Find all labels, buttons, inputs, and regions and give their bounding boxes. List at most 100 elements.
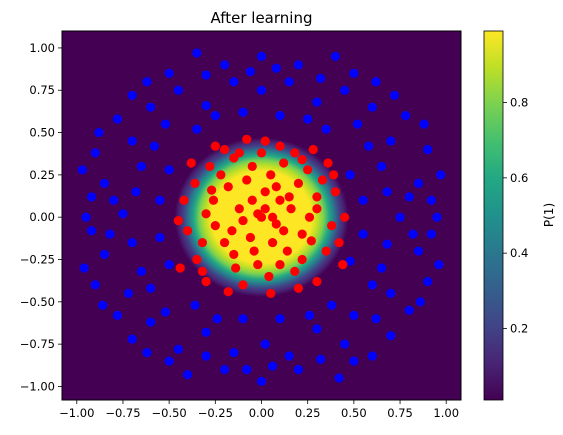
data-point — [256, 85, 267, 95]
data-point — [260, 136, 270, 146]
data-point — [323, 158, 333, 168]
data-point — [219, 237, 230, 248]
data-point — [164, 68, 174, 78]
data-point — [94, 127, 104, 138]
data-point — [190, 300, 200, 310]
data-point — [340, 212, 350, 222]
data-point — [279, 226, 289, 236]
data-point — [286, 204, 296, 214]
y-tick-label: 0.00 — [29, 210, 55, 224]
data-point — [127, 90, 137, 100]
data-point — [210, 111, 220, 121]
data-point — [308, 144, 318, 155]
data-point — [190, 178, 200, 188]
data-point — [247, 195, 257, 205]
data-point — [160, 307, 171, 317]
data-point — [275, 111, 285, 121]
data-point — [264, 271, 274, 282]
data-point — [382, 187, 392, 197]
data-point — [131, 187, 141, 197]
data-point — [79, 263, 89, 273]
data-point — [146, 317, 156, 327]
data-point — [364, 141, 374, 151]
data-point — [267, 361, 278, 371]
data-point — [253, 259, 263, 270]
data-point — [312, 276, 322, 287]
data-point — [400, 111, 411, 121]
data-point — [376, 263, 387, 273]
y-tick-label: −0.25 — [20, 253, 55, 267]
data-point — [201, 327, 211, 337]
data-point — [340, 85, 350, 95]
data-point — [395, 212, 405, 222]
data-point — [179, 195, 189, 205]
data-point — [197, 266, 207, 276]
data-point — [266, 170, 276, 180]
data-point — [234, 148, 244, 158]
data-point — [123, 288, 134, 298]
data-point — [201, 351, 211, 361]
data-point — [312, 324, 322, 334]
data-point — [327, 300, 337, 310]
data-point — [155, 232, 165, 243]
x-axis: −1.00 −0.75 −0.50 −0.25 0.00 0.25 0.50 0.75 1.00 — [59, 400, 459, 420]
data-point — [297, 155, 307, 165]
data-point — [229, 348, 239, 358]
data-point — [234, 204, 244, 214]
data-point — [238, 280, 248, 290]
data-point — [142, 77, 152, 87]
data-point — [183, 226, 193, 236]
data-point — [382, 239, 392, 249]
data-point — [207, 185, 217, 195]
data-point — [408, 229, 418, 239]
data-point — [340, 339, 350, 349]
data-point — [127, 237, 137, 248]
data-point — [256, 51, 267, 61]
data-point — [284, 192, 294, 202]
data-point — [316, 73, 326, 83]
data-point — [434, 259, 444, 270]
data-point — [432, 212, 442, 222]
data-point — [389, 90, 400, 100]
data-point — [105, 229, 115, 239]
data-point — [227, 226, 237, 236]
data-point — [266, 288, 276, 298]
data-point — [413, 178, 424, 188]
data-point — [136, 161, 147, 172]
data-point — [275, 259, 285, 270]
data-point — [275, 195, 285, 205]
data-point — [90, 148, 100, 158]
data-point — [127, 334, 137, 344]
colorbar-label: P(1) — [542, 203, 556, 227]
data-point — [345, 170, 355, 180]
data-point — [201, 100, 211, 111]
data-point — [160, 119, 171, 129]
data-point — [81, 212, 91, 222]
data-point — [260, 187, 270, 197]
data-point — [175, 263, 185, 273]
data-point — [293, 283, 304, 293]
data-point — [260, 339, 270, 349]
data-point — [312, 204, 322, 214]
data-point — [146, 102, 156, 112]
data-point — [219, 364, 230, 375]
y-tick-label: 0.25 — [29, 168, 55, 182]
data-point — [275, 141, 285, 151]
data-point — [271, 219, 281, 229]
data-point — [229, 249, 239, 260]
data-point — [164, 356, 174, 366]
data-point — [238, 107, 248, 117]
data-point — [349, 68, 359, 78]
data-point — [173, 344, 183, 354]
data-point — [284, 351, 294, 361]
data-point — [192, 124, 202, 134]
data-point — [426, 229, 437, 239]
data-point — [249, 246, 259, 256]
data-point — [242, 134, 252, 144]
data-point — [334, 373, 344, 383]
data-point — [367, 280, 377, 290]
colorbar-tick-label: 0.4 — [510, 246, 528, 260]
data-point — [253, 209, 263, 219]
data-point — [229, 77, 239, 87]
y-tick-label: 0.75 — [29, 83, 55, 97]
